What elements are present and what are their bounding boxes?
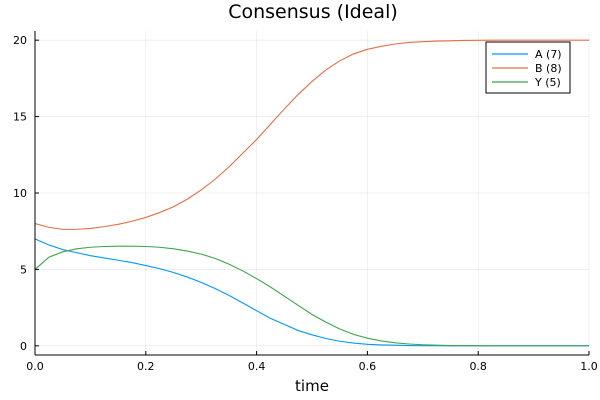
y-tick-label: 15 xyxy=(13,111,27,124)
legend-label-3: Y (5) xyxy=(534,76,561,89)
y-tick-label: 0 xyxy=(20,340,27,353)
x-tick-label: 0.8 xyxy=(469,360,487,373)
y-axis-ticks: 0 5 10 15 20 xyxy=(13,34,39,353)
y-tick-label: 20 xyxy=(13,34,27,47)
series-line-3 xyxy=(34,245,589,347)
y-tick-label: 5 xyxy=(20,263,27,276)
series-layer xyxy=(34,39,589,347)
y-tick-label: 10 xyxy=(13,187,27,200)
x-axis-ticks: 0.0 0.2 0.4 0.6 0.8 1.0 xyxy=(26,351,598,373)
x-tick-label: 1.0 xyxy=(580,360,598,373)
legend: A (7)B (8)Y (5) xyxy=(485,41,571,94)
grid xyxy=(34,31,590,355)
x-axis-label: time xyxy=(295,377,329,395)
x-tick-label: 0.2 xyxy=(137,360,155,373)
x-tick-label: 0.4 xyxy=(248,360,266,373)
x-tick-label: 0.0 xyxy=(26,360,44,373)
chart-title: Consensus (Ideal) xyxy=(228,1,398,23)
series-line-2 xyxy=(34,39,589,230)
series-line-1 xyxy=(34,238,589,347)
legend-label-1: A (7) xyxy=(535,48,562,61)
x-tick-label: 0.6 xyxy=(359,360,377,373)
legend-label-2: B (8) xyxy=(535,62,562,75)
